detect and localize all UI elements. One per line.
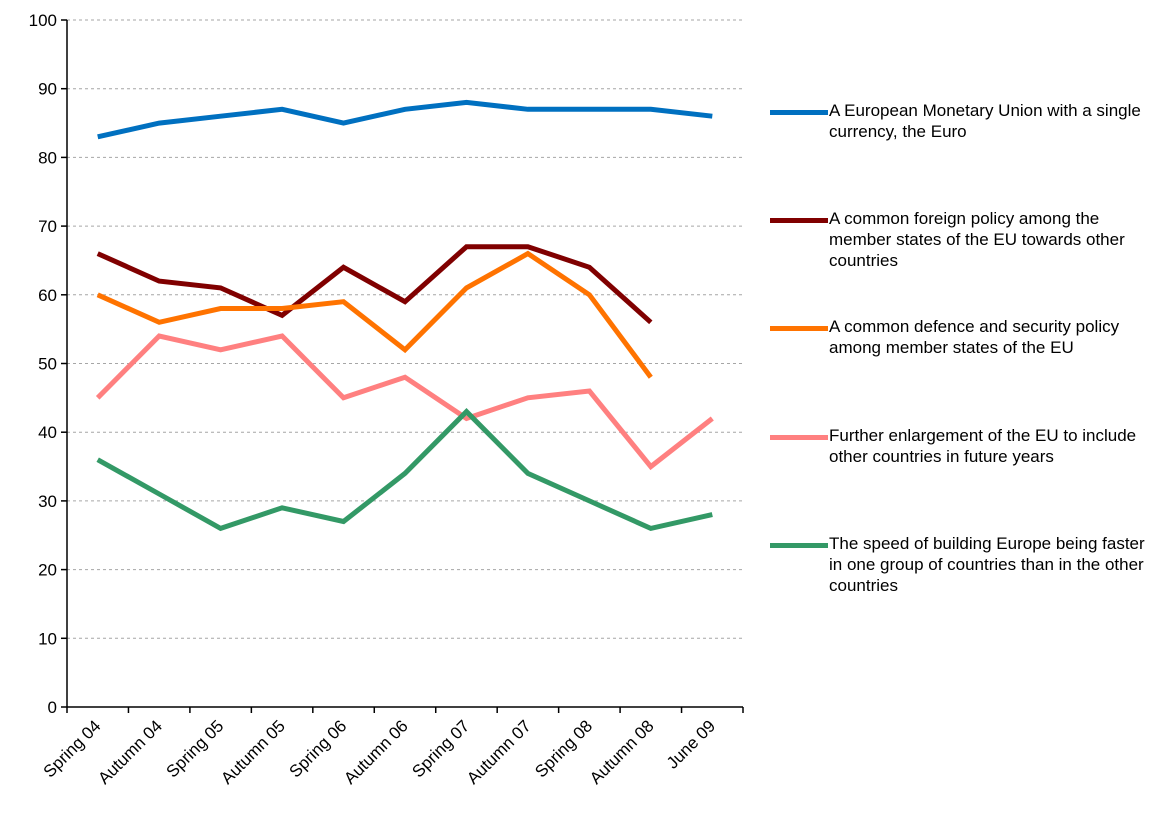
x-tick-label: Autumn 05 [217, 716, 289, 788]
x-tick-label: Autumn 08 [586, 716, 658, 788]
y-tick-label: 80 [38, 148, 57, 167]
legend-swatch-euro [770, 110, 828, 115]
series-lines [95, 99, 714, 532]
y-tick-label: 10 [38, 629, 57, 648]
x-tick-label: Spring 07 [408, 716, 473, 781]
series-line-speed [96, 408, 713, 532]
x-tick-label: Spring 05 [163, 716, 228, 781]
legend-swatch-enlargement [770, 435, 828, 440]
y-axis-ticks: 0 10 20 30 40 50 60 70 80 90 100 [29, 11, 67, 717]
legend-label-defence-policy: A common defence and security policy amo… [829, 317, 1120, 357]
grid-lines [67, 19, 743, 639]
y-tick-label: 60 [38, 286, 57, 305]
x-tick-label: Autumn 07 [463, 716, 535, 788]
legend-swatch-defence-policy [770, 326, 828, 331]
y-tick-label: 40 [38, 423, 57, 442]
x-tick-label: Spring 06 [285, 716, 350, 781]
series-line-foreign-policy [96, 244, 653, 325]
y-tick-label: 70 [38, 217, 57, 236]
y-tick-label: 50 [38, 355, 57, 374]
y-tick-label: 90 [38, 80, 57, 99]
x-tick-label: Autumn 06 [340, 716, 412, 788]
series-line-defence-policy [96, 250, 653, 379]
x-tick-label: Spring 08 [531, 716, 596, 781]
series-line-euro [97, 99, 713, 140]
legend-label-foreign-policy: A common foreign policy among the member… [829, 209, 1125, 270]
legend-label-speed: The speed of building Europe being faste… [829, 534, 1145, 595]
legend-swatch-speed [770, 543, 828, 548]
y-tick-label: 0 [48, 698, 57, 717]
y-tick-label: 30 [38, 492, 57, 511]
x-tick-label: Autumn 04 [94, 716, 166, 788]
series-line-enlargement [95, 333, 714, 471]
x-tick-label: Spring 04 [40, 716, 105, 781]
y-tick-label: 100 [29, 11, 57, 30]
legend-label-enlargement: Further enlargement of the EU to include… [829, 426, 1137, 466]
legend-swatch-foreign-policy [770, 218, 828, 223]
legend-label-euro: A European Monetary Union with a single … [829, 101, 1141, 141]
y-tick-label: 20 [38, 561, 57, 580]
x-tick-label: June 09 [663, 716, 719, 772]
